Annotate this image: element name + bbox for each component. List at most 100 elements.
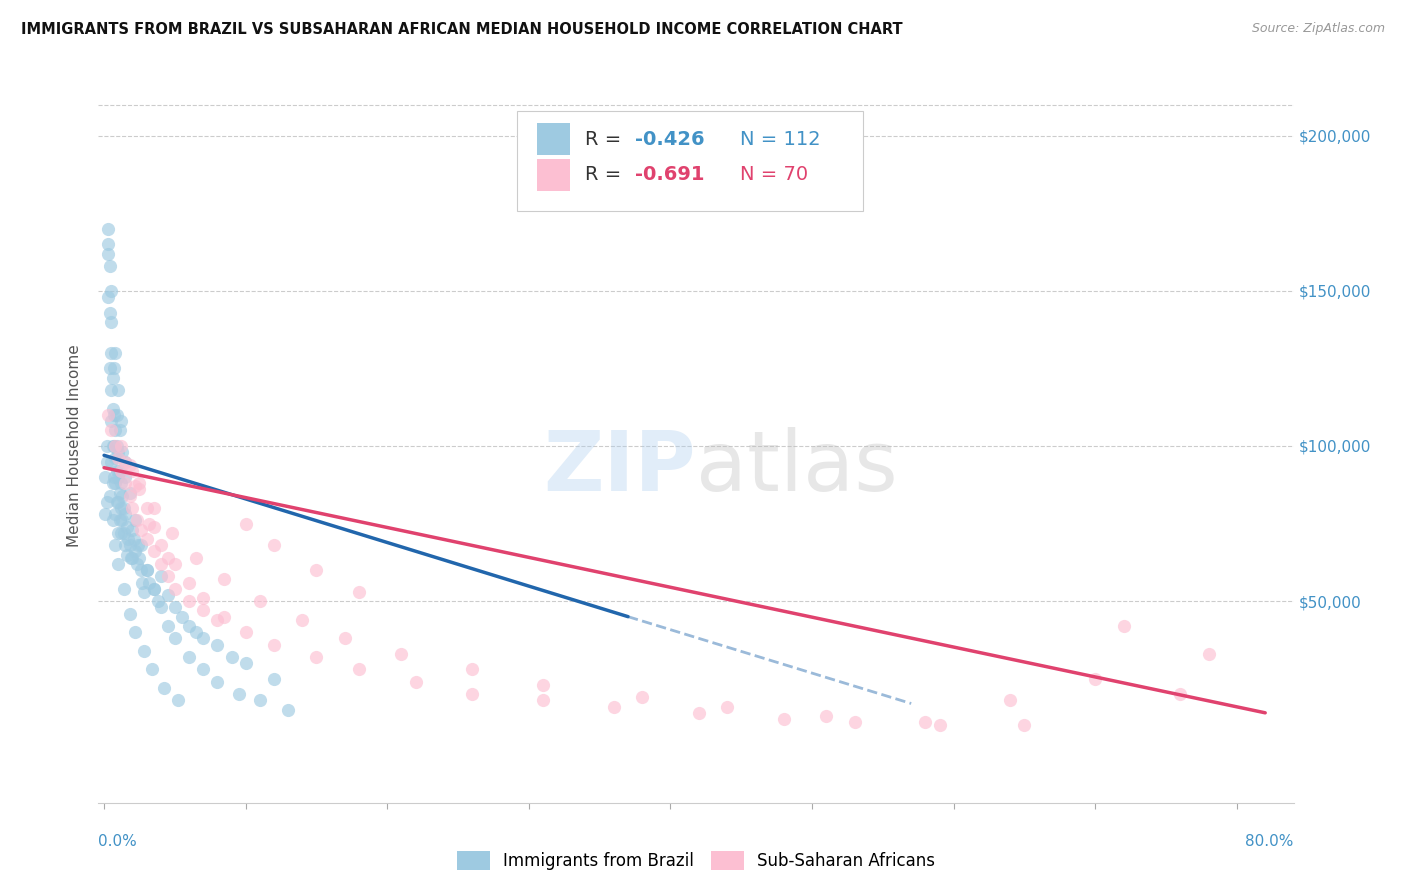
Point bbox=[100, 346, 122, 360]
Point bbox=[142, 519, 165, 533]
Y-axis label: Median Household Income: Median Household Income bbox=[67, 344, 83, 548]
Point bbox=[118, 538, 141, 552]
Text: 80.0%: 80.0% bbox=[1246, 834, 1294, 849]
Point bbox=[184, 625, 207, 640]
Point bbox=[121, 523, 143, 537]
Point bbox=[100, 454, 122, 468]
Point bbox=[291, 613, 314, 627]
Point bbox=[114, 538, 136, 552]
Point bbox=[263, 538, 285, 552]
FancyBboxPatch shape bbox=[517, 111, 863, 211]
Point bbox=[156, 588, 179, 602]
Point bbox=[110, 525, 132, 540]
Text: 0.0%: 0.0% bbox=[98, 834, 138, 849]
Point bbox=[207, 638, 229, 652]
Point bbox=[129, 563, 152, 577]
Point bbox=[347, 662, 370, 676]
Point bbox=[107, 445, 129, 459]
Point bbox=[263, 672, 285, 686]
Point bbox=[531, 678, 554, 692]
Point bbox=[125, 557, 148, 571]
Point bbox=[117, 532, 139, 546]
Point bbox=[193, 662, 215, 676]
Point bbox=[101, 476, 124, 491]
Point bbox=[149, 538, 172, 552]
Point bbox=[305, 650, 328, 665]
Bar bbox=[537, 159, 571, 191]
Point bbox=[128, 550, 150, 565]
Point bbox=[688, 706, 710, 720]
Point bbox=[135, 501, 157, 516]
Point bbox=[108, 513, 131, 527]
Point bbox=[163, 557, 186, 571]
Point bbox=[101, 513, 124, 527]
Text: IMMIGRANTS FROM BRAZIL VS SUBSAHARAN AFRICAN MEDIAN HOUSEHOLD INCOME CORRELATION: IMMIGRANTS FROM BRAZIL VS SUBSAHARAN AFR… bbox=[21, 22, 903, 37]
Point bbox=[107, 525, 129, 540]
Point bbox=[391, 647, 413, 661]
Point bbox=[104, 439, 127, 453]
Point bbox=[184, 550, 207, 565]
Point bbox=[124, 625, 146, 640]
Point bbox=[103, 361, 125, 376]
Point bbox=[98, 489, 121, 503]
Point bbox=[110, 476, 132, 491]
Point bbox=[94, 470, 117, 484]
Point bbox=[104, 538, 127, 552]
Point bbox=[108, 485, 131, 500]
Point bbox=[263, 638, 285, 652]
Point bbox=[114, 476, 136, 491]
Point bbox=[214, 573, 236, 587]
Point bbox=[128, 483, 150, 497]
Point bbox=[111, 445, 134, 459]
Point bbox=[156, 569, 179, 583]
Point bbox=[114, 470, 136, 484]
Point bbox=[235, 625, 257, 640]
Point bbox=[135, 532, 157, 546]
Point bbox=[149, 569, 172, 583]
Point bbox=[135, 563, 157, 577]
Point bbox=[112, 525, 135, 540]
Point bbox=[108, 424, 131, 438]
Point bbox=[177, 575, 200, 590]
Point bbox=[94, 508, 117, 522]
Point bbox=[249, 594, 271, 608]
Point bbox=[110, 414, 132, 428]
Point bbox=[305, 563, 328, 577]
Point bbox=[405, 674, 427, 689]
Point bbox=[129, 538, 152, 552]
Point bbox=[111, 489, 134, 503]
Point bbox=[163, 582, 186, 596]
Point bbox=[149, 557, 172, 571]
Point bbox=[177, 650, 200, 665]
Text: R =: R = bbox=[585, 129, 627, 149]
Point bbox=[160, 525, 183, 540]
Point bbox=[107, 557, 129, 571]
Point bbox=[107, 470, 129, 484]
Point bbox=[1112, 619, 1135, 633]
Point bbox=[1084, 672, 1107, 686]
Point bbox=[97, 222, 120, 236]
Point bbox=[105, 495, 128, 509]
Point bbox=[277, 703, 299, 717]
Point bbox=[142, 544, 165, 558]
Point bbox=[105, 439, 128, 453]
Point bbox=[118, 458, 141, 472]
Point bbox=[104, 424, 127, 438]
Point bbox=[98, 361, 121, 376]
Point bbox=[221, 650, 243, 665]
Point bbox=[631, 690, 654, 705]
Point bbox=[193, 591, 215, 605]
Text: ZIP: ZIP bbox=[544, 427, 696, 508]
Point bbox=[104, 508, 127, 522]
Point bbox=[110, 501, 132, 516]
Point bbox=[207, 613, 229, 627]
Point bbox=[170, 609, 193, 624]
Point bbox=[844, 715, 866, 730]
Point bbox=[103, 408, 125, 422]
Point bbox=[249, 693, 271, 707]
Point bbox=[97, 237, 120, 252]
Legend: Immigrants from Brazil, Sub-Saharan Africans: Immigrants from Brazil, Sub-Saharan Afri… bbox=[450, 844, 942, 877]
Point bbox=[461, 687, 484, 701]
Point bbox=[105, 464, 128, 478]
Text: N = 112: N = 112 bbox=[740, 129, 821, 149]
